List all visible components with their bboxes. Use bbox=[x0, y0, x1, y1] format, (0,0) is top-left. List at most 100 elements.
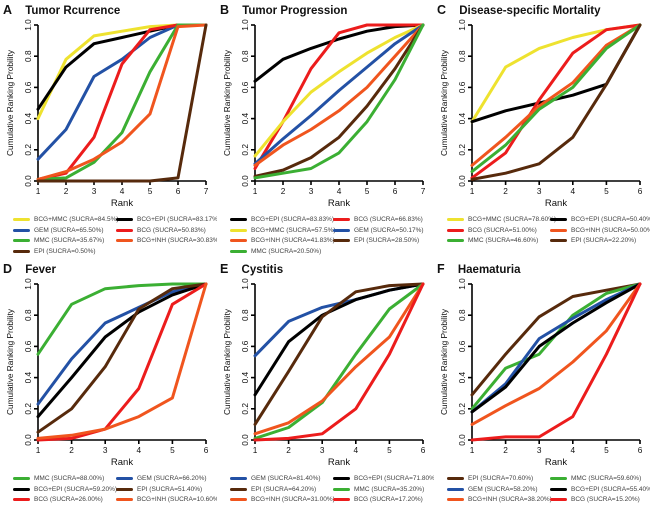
y-tick-label: 0.6 bbox=[23, 340, 33, 352]
y-tick-label: 0.0 bbox=[23, 434, 33, 446]
legend-color-line bbox=[13, 249, 30, 253]
legend-color-line bbox=[550, 498, 567, 501]
y-tick-label: 0.6 bbox=[457, 81, 467, 93]
legend-entry: BCG+MMC (SUCRA=78.60%) bbox=[447, 216, 556, 223]
panel-letter: C bbox=[437, 3, 447, 17]
plot-area: 0.0 0.2 0.4 0.6 0.8 1.0 1 2 3 4 5 6 7 Rank Cumulative … bbox=[0, 18, 217, 214]
y-tick-label: 1.0 bbox=[240, 278, 250, 290]
panel-letter: B bbox=[220, 3, 230, 17]
legend-color-line bbox=[116, 218, 133, 221]
legend-entry: BCG+INH (SUCRA=10.60%) bbox=[116, 496, 217, 503]
plot-area: 0.0 0.2 0.4 0.6 0.8 1.0 1 2 3 4 5 6 7 Rank Cumulative … bbox=[217, 18, 434, 214]
panel-title: Fever bbox=[25, 264, 56, 276]
legend-entry: EPI (SUCRA=70.60%) bbox=[447, 475, 549, 482]
x-tick-label: 4 bbox=[570, 186, 575, 196]
x-tick-label: 6 bbox=[204, 445, 209, 455]
plot-area: 0.0 0.2 0.4 0.6 0.8 1.0 1 2 3 4 5 6 Rank Cumulative R… bbox=[434, 277, 650, 473]
y-tick-label: 0.4 bbox=[457, 112, 467, 124]
x-tick-label: 1 bbox=[470, 445, 475, 455]
legend-entry: GEM (SUCRA=50.17%) bbox=[333, 227, 433, 234]
legend-entry: MMC (SUCRA=46.60%) bbox=[447, 237, 549, 244]
y-tick-label: 0.8 bbox=[240, 309, 250, 321]
legend: GEM (SUCRA=81.40%) BCG+EPI (SUCRA=71.80%)… bbox=[217, 473, 434, 503]
legend-color-line bbox=[550, 228, 567, 232]
y-tick-label: 0.2 bbox=[23, 403, 33, 415]
x-axis-label: Rank bbox=[111, 457, 133, 468]
legend-label: BCG+EPI (SUCRA=59.20%) bbox=[34, 485, 118, 493]
series-line-BCG+INH bbox=[36, 282, 208, 440]
x-tick-label: 1 bbox=[36, 445, 41, 455]
panel-chart-svg: 0.0 0.2 0.4 0.6 0.8 1.0 1 2 3 4 5 6 Rank Cumulative R… bbox=[439, 278, 643, 468]
x-axis-label: Rank bbox=[328, 457, 350, 468]
series-line-MMC bbox=[470, 23, 642, 174]
panel-title: Tumor Progression bbox=[242, 5, 348, 17]
y-tick-label: 0.4 bbox=[457, 371, 467, 383]
legend-color-line bbox=[333, 498, 350, 501]
plot-area: 0.0 0.2 0.4 0.6 0.8 1.0 1 2 3 4 5 6 Rank Cumulative R… bbox=[434, 18, 650, 214]
legend-label: BCG+EPI (SUCRA=55.40%) bbox=[571, 485, 650, 493]
series-line-MMC bbox=[253, 282, 425, 440]
panel-chart-svg: 0.0 0.2 0.4 0.6 0.8 1.0 1 2 3 4 5 6 Rank Cumulative R… bbox=[439, 19, 643, 209]
x-axis-label: Rank bbox=[111, 198, 133, 209]
legend-color-line bbox=[230, 239, 247, 242]
series-line-BCG+INH bbox=[470, 23, 642, 167]
series-line-BCG bbox=[253, 282, 425, 442]
y-tick-label: 0.6 bbox=[240, 81, 250, 93]
legend-label: BCG+INH (SUCRA=30.83%) bbox=[137, 237, 217, 244]
legend-color-line bbox=[333, 218, 350, 221]
legend-label: EPI (SUCRA=0.50%) bbox=[34, 247, 96, 255]
y-tick-label: 0.8 bbox=[457, 309, 467, 321]
legend-label: EPI (SUCRA=51.40%) bbox=[137, 485, 203, 493]
legend-color-line bbox=[116, 239, 133, 242]
legend-label: MMC (SUCRA=20.50%) bbox=[251, 247, 322, 255]
panel-letter: F bbox=[437, 262, 445, 276]
y-axis-label: Cumulative Ranking Probility bbox=[439, 49, 449, 156]
legend-entry: EPI (SUCRA=28.50%) bbox=[333, 237, 433, 244]
series-line-BCG+EPI bbox=[470, 282, 642, 414]
panel-letter: D bbox=[3, 262, 13, 276]
legend-entry: GEM (SUCRA=66.20%) bbox=[116, 475, 216, 482]
legend-color-line bbox=[13, 239, 30, 242]
x-tick-label: 5 bbox=[365, 186, 370, 196]
legend-entry: MMC (SUCRA=88.00%) bbox=[13, 475, 115, 482]
x-tick-label: 6 bbox=[638, 445, 643, 455]
legend-color-line bbox=[230, 249, 247, 253]
x-tick-label: 3 bbox=[537, 445, 542, 455]
legend-entry: BCG+EPI (SUCRA=50.40%) bbox=[550, 216, 650, 223]
legend-entry: BCG (SUCRA=15.20%) bbox=[550, 496, 650, 503]
legend-label: MMC (SUCRA=35.67%) bbox=[34, 237, 105, 244]
panel-header: C Disease-specific Mortality bbox=[434, 0, 650, 18]
legend-entry: BCG+EPI (SUCRA=71.80%) bbox=[333, 475, 434, 482]
legend-label: MMC (SUCRA=35.20%) bbox=[354, 485, 425, 493]
x-tick-label: 1 bbox=[470, 186, 475, 196]
series-line-BCG+INH bbox=[36, 23, 208, 181]
series-line-BCG bbox=[36, 282, 208, 442]
legend-entry: BCG+MMC (SUCRA=57.5%) bbox=[230, 227, 336, 234]
panel-chart-svg: 0.0 0.2 0.4 0.6 0.8 1.0 1 2 3 4 5 6 7 Rank Cumulative … bbox=[222, 19, 426, 209]
y-tick-label: 0.6 bbox=[240, 340, 250, 352]
legend-entry: BCG+EPI (SUCRA=55.40%) bbox=[550, 486, 650, 493]
x-tick-label: 3 bbox=[537, 186, 542, 196]
x-tick-label: 5 bbox=[604, 186, 609, 196]
legend-entry: BCG+INH (SUCRA=38.20%) bbox=[447, 496, 552, 503]
legend: EPI (SUCRA=70.60%) MMC (SUCRA=59.60%) GEM … bbox=[434, 473, 650, 503]
panel-e: E Cystitis 0.0 0.2 0.4 0.6 0.8 1.0 1 2 3 4 5 6 Rank C… bbox=[217, 259, 434, 519]
legend-color-line bbox=[116, 498, 133, 501]
x-tick-label: 1 bbox=[253, 186, 258, 196]
legend-label: MMC (SUCRA=88.00%) bbox=[34, 475, 105, 482]
plot-area: 0.0 0.2 0.4 0.6 0.8 1.0 1 2 3 4 5 6 Rank Cumulative R… bbox=[217, 277, 434, 473]
panel-chart-svg: 0.0 0.2 0.4 0.6 0.8 1.0 1 2 3 4 5 6 7 Rank Cumulative … bbox=[5, 19, 209, 209]
y-axis-label: Cumulative Ranking Probility bbox=[5, 308, 15, 415]
x-tick-label: 7 bbox=[421, 186, 426, 196]
legend-color-line bbox=[13, 218, 30, 221]
series-line-EPI bbox=[253, 282, 425, 426]
series-line-GEM bbox=[36, 282, 208, 406]
legend-color-line bbox=[230, 477, 247, 480]
legend-label: BCG+INH (SUCRA=38.20%) bbox=[468, 496, 552, 503]
panel-title: Tumor Rcurrence bbox=[25, 5, 121, 17]
y-axis-label: Cumulative Ranking Probility bbox=[222, 49, 232, 156]
legend-color-line bbox=[447, 228, 464, 232]
x-tick-label: 6 bbox=[176, 186, 181, 196]
legend-color-line bbox=[550, 477, 567, 480]
legend-label: BCG+EPI (SUCRA=83.83%) bbox=[251, 216, 335, 223]
